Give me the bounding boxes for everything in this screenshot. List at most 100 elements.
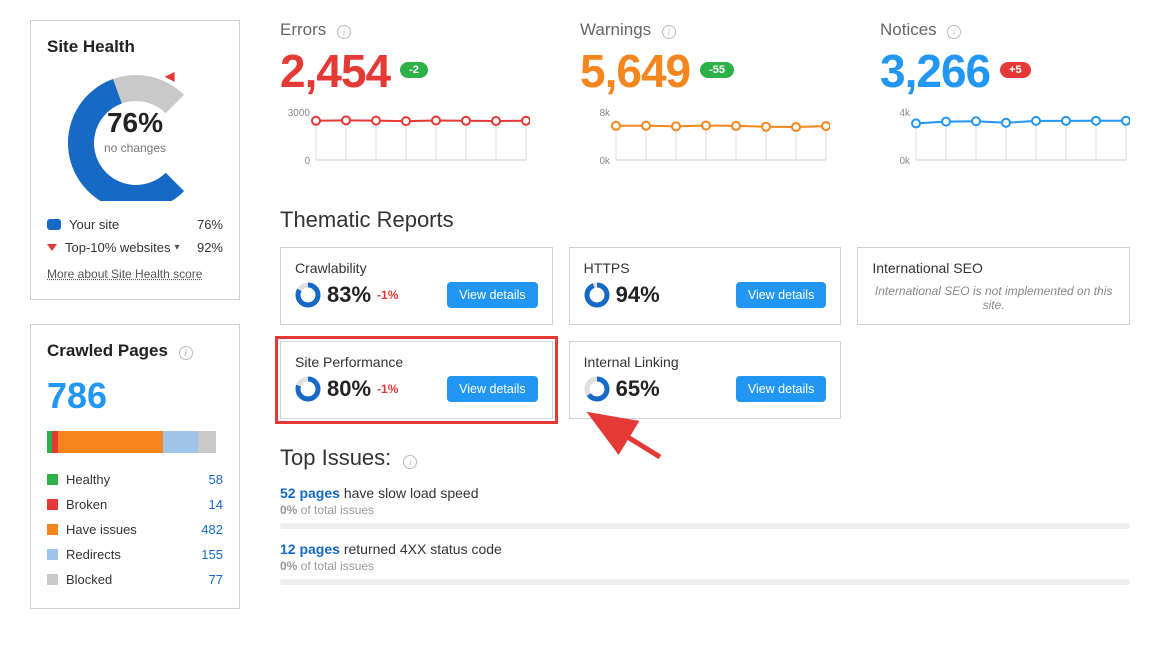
delta-badge: -55 bbox=[700, 62, 734, 78]
legend-label: Your site bbox=[69, 217, 119, 232]
report-card: Site Performance 80% -1% View details bbox=[280, 341, 553, 419]
mini-donut-icon bbox=[295, 376, 321, 402]
category-label: Healthy bbox=[66, 472, 110, 487]
category-label: Broken bbox=[66, 497, 107, 512]
crawled-category-row[interactable]: Broken 14 bbox=[47, 492, 223, 517]
svg-text:8k: 8k bbox=[599, 108, 611, 119]
info-icon[interactable]: i bbox=[662, 25, 676, 39]
delta-badge: +5 bbox=[1000, 62, 1031, 78]
crawled-title-text: Crawled Pages bbox=[47, 341, 168, 360]
site-health-sub: no changes bbox=[48, 141, 223, 155]
mini-donut-icon bbox=[295, 282, 321, 308]
category-label: Have issues bbox=[66, 522, 137, 537]
issue-count: 52 pages bbox=[280, 485, 340, 501]
crawled-pages-panel: Crawled Pages i 786 Healthy 58 Broken 14 Hav… bbox=[30, 324, 240, 609]
issue-line[interactable]: 52 pages have slow load speed bbox=[280, 485, 1130, 501]
report-percent: 65% bbox=[616, 376, 660, 402]
thematic-title: Thematic Reports bbox=[280, 207, 1130, 233]
issue-sub: 0% of total issues bbox=[280, 503, 1130, 517]
site-health-percent: 76% bbox=[48, 107, 223, 139]
stat-value: 2,454 bbox=[280, 44, 390, 98]
svg-text:0k: 0k bbox=[599, 156, 611, 167]
mini-line-chart: 8k 0k bbox=[580, 102, 830, 172]
issue-line[interactable]: 12 pages returned 4XX status code bbox=[280, 541, 1130, 557]
crawled-total: 786 bbox=[47, 375, 223, 417]
info-icon[interactable]: i bbox=[403, 455, 417, 469]
stat-value: 3,266 bbox=[880, 44, 990, 98]
report-title: Internal Linking bbox=[584, 354, 827, 370]
mini-donut-icon bbox=[584, 282, 610, 308]
view-details-button[interactable]: View details bbox=[736, 376, 826, 402]
report-card: Crawlability 83% -1% View details bbox=[280, 247, 553, 325]
category-count: 58 bbox=[209, 472, 223, 487]
stacked-segment bbox=[58, 431, 164, 453]
top-issues-title: Top Issues: i bbox=[280, 445, 1130, 471]
swatch-icon bbox=[47, 474, 58, 485]
report-card: HTTPS 94% View details bbox=[569, 247, 842, 325]
crawled-category-row[interactable]: Redirects155 bbox=[47, 542, 223, 567]
category-count: 482 bbox=[201, 522, 223, 537]
site-health-donut: 76% no changes bbox=[48, 71, 223, 201]
report-percent: 80% bbox=[327, 376, 371, 402]
report-empty-text: International SEO is not implemented on … bbox=[872, 284, 1115, 312]
swatch-icon bbox=[47, 524, 58, 535]
issue-count: 12 pages bbox=[280, 541, 340, 557]
report-title: Crawlability bbox=[295, 260, 538, 276]
legend-value: 76% bbox=[197, 217, 223, 232]
issue-progress-bar bbox=[280, 523, 1130, 529]
legend-label: Top-10% websites bbox=[65, 240, 171, 255]
stat-title: Errors bbox=[280, 20, 326, 39]
legend-row[interactable]: Top-10% websites ▾ 92% bbox=[47, 236, 223, 259]
top-issues-title-text: Top Issues: bbox=[280, 445, 391, 470]
stat-warnings: Warnings i 5,649 -55 8k 0k bbox=[580, 20, 830, 177]
chevron-down-icon[interactable]: ▾ bbox=[175, 242, 180, 253]
crawled-category-row[interactable]: Healthy 58 bbox=[47, 467, 223, 492]
stacked-segment bbox=[163, 431, 198, 453]
info-icon[interactable]: i bbox=[947, 25, 961, 39]
issue-progress-bar bbox=[280, 579, 1130, 585]
category-count: 14 bbox=[209, 497, 223, 512]
info-icon[interactable]: i bbox=[337, 25, 351, 39]
category-label: Redirects bbox=[66, 547, 121, 562]
stat-notices: Notices i 3,266 +5 4k 0k bbox=[880, 20, 1130, 177]
site-health-more-link[interactable]: More about Site Health score bbox=[47, 267, 202, 281]
stat-title: Warnings bbox=[580, 20, 651, 39]
issue-text: have slow load speed bbox=[340, 485, 479, 501]
stacked-segment bbox=[198, 431, 216, 453]
report-title: Site Performance bbox=[295, 354, 538, 370]
thematic-reports-grid: Crawlability 83% -1% View details HTTPS … bbox=[280, 247, 1130, 419]
view-details-button[interactable]: View details bbox=[447, 376, 537, 402]
stat-title: Notices bbox=[880, 20, 937, 39]
mini-line-chart: 3000 0 bbox=[280, 102, 530, 172]
svg-text:4k: 4k bbox=[899, 108, 911, 119]
stat-errors: Errors i 2,454 -2 3000 0 bbox=[280, 20, 530, 177]
delta-badge: -2 bbox=[400, 62, 428, 78]
swatch-icon bbox=[47, 499, 58, 510]
site-health-panel: Site Health 76% no changes Your site 76% T… bbox=[30, 20, 240, 300]
swatch-icon bbox=[47, 574, 58, 585]
report-percent: 83% bbox=[327, 282, 371, 308]
svg-text:0: 0 bbox=[304, 156, 310, 167]
site-health-title: Site Health bbox=[47, 37, 223, 57]
info-icon[interactable]: i bbox=[179, 346, 193, 360]
svg-text:0k: 0k bbox=[899, 156, 911, 167]
stat-value: 5,649 bbox=[580, 44, 690, 98]
view-details-button[interactable]: View details bbox=[736, 282, 826, 308]
report-title: HTTPS bbox=[584, 260, 827, 276]
category-label: Blocked bbox=[66, 572, 112, 587]
crawled-category-row[interactable]: Have issues 482 bbox=[47, 517, 223, 542]
report-delta: -1% bbox=[377, 382, 398, 396]
view-details-button[interactable]: View details bbox=[447, 282, 537, 308]
legend-row[interactable]: Your site 76% bbox=[47, 213, 223, 236]
mini-donut-icon bbox=[584, 376, 610, 402]
crawled-stacked-bar bbox=[47, 431, 223, 453]
swatch-icon bbox=[47, 549, 58, 560]
report-delta: -1% bbox=[377, 288, 398, 302]
report-title: International SEO bbox=[872, 260, 1115, 276]
svg-text:3000: 3000 bbox=[288, 108, 311, 119]
report-card: Internal Linking 65% View details bbox=[569, 341, 842, 419]
report-percent: 94% bbox=[616, 282, 660, 308]
issue-text: returned 4XX status code bbox=[340, 541, 502, 557]
legend-value: 92% bbox=[197, 240, 223, 255]
crawled-category-row[interactable]: Blocked77 bbox=[47, 567, 223, 592]
